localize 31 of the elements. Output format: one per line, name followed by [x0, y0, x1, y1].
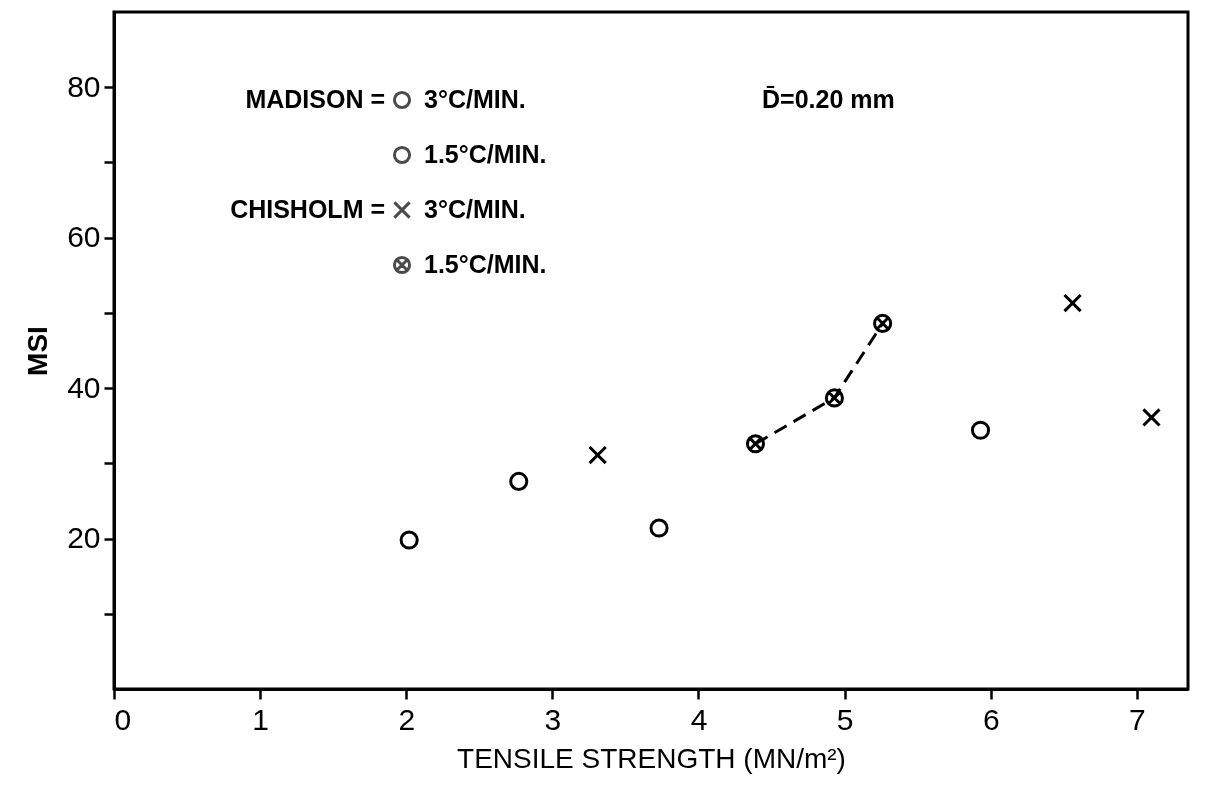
x-tick-label: 1 — [252, 702, 269, 736]
point — [970, 420, 991, 440]
legend-label: 3°C/MIN. — [424, 85, 526, 113]
point — [399, 530, 419, 550]
y-tick-label: 40 — [67, 370, 101, 404]
x-tick-label: 5 — [836, 702, 854, 736]
point — [1141, 407, 1162, 428]
point — [824, 388, 844, 408]
point — [509, 471, 529, 491]
point — [745, 434, 766, 454]
x-tick-label: 6 — [982, 702, 1000, 736]
legend-label: 1.5°C/MIN. — [424, 140, 547, 168]
point — [649, 518, 669, 538]
x-tick-label: 3 — [544, 702, 562, 736]
y-tick-label: 20 — [67, 521, 101, 555]
legend-label: 3°C/MIN. — [424, 195, 526, 223]
annotation: CHISHOLM = — [230, 195, 385, 223]
point — [1063, 293, 1083, 313]
legend-label: 1.5°C/MIN. — [424, 250, 547, 278]
x-tick-label: 7 — [1129, 702, 1146, 736]
y-tick-label: 80 — [67, 69, 101, 103]
y-axis-title: MSI — [22, 326, 54, 376]
point — [873, 313, 893, 333]
annotation: D̄=0.20 mm — [762, 85, 895, 113]
y-tick-label: 60 — [67, 220, 101, 254]
x-tick-label: 0 — [114, 702, 132, 736]
x-tick-label: 2 — [398, 702, 416, 736]
point — [588, 445, 608, 465]
x-axis-title: TENSILE STRENGTH (MN/m²) — [457, 742, 846, 774]
annotation: MADISON = — [245, 85, 385, 113]
x-tick-label: 4 — [690, 702, 708, 736]
